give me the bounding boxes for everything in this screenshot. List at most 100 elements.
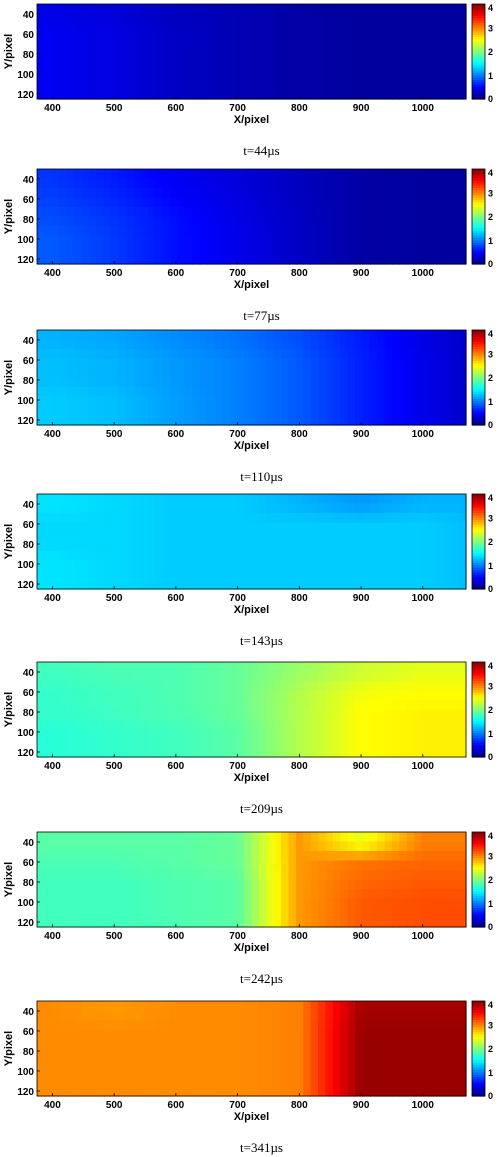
heatmap-cell [414,898,423,909]
heatmap-cell [96,841,105,852]
heatmap-cell [147,51,156,62]
heatmap-cell [443,898,452,909]
heatmap-cell [81,841,90,852]
heatmap-cell [59,671,68,682]
heatmap-cell [318,671,327,682]
colorbar-segment [472,1024,485,1028]
heatmap-cell [281,579,290,590]
heatmap-cell [73,560,82,571]
heatmap-cell [443,738,452,749]
colorbar-tick-label: 2 [488,875,493,885]
heatmap-cell [96,415,105,426]
x-tick-label: 600 [168,761,185,772]
heatmap-cell [273,245,282,256]
heatmap-cell [399,1039,408,1050]
heatmap-cell [37,690,45,701]
heatmap-cell [369,216,378,227]
heatmap-cell [347,1001,356,1012]
heatmap-cell [59,216,68,227]
heatmap-cell [96,570,105,581]
heatmap-cell [347,216,356,227]
heatmap-cell [125,23,134,34]
heatmap-cell [458,254,467,265]
heatmap-cell [51,70,60,81]
heatmap-cell [37,1039,45,1050]
heatmap-cell [244,709,253,720]
heatmap-cell [59,51,68,62]
heatmap-cell [199,879,208,890]
colorbar-segment [472,524,485,528]
heatmap-cell [81,1077,90,1088]
heatmap-cell [369,80,378,91]
heatmap-cell [192,1058,201,1069]
heatmap-cell [362,415,371,426]
heatmap-cell [281,662,290,673]
heatmap-cell [421,1020,430,1031]
heatmap-cell [162,541,171,552]
heatmap-cell [384,70,393,81]
heatmap-cell [288,494,297,505]
heatmap-cell [436,889,445,900]
heatmap-cell [110,898,119,909]
heatmap-cell [369,1048,378,1059]
heatmap-cell [340,747,349,758]
heatmap-cell [236,1010,245,1021]
heatmap-cell [118,226,127,237]
heatmap-cell [207,738,216,749]
heatmap-cell [421,870,430,881]
heatmap-cell [384,80,393,91]
heatmap-cell [288,368,297,379]
heatmap-cell [162,330,171,341]
colorbar-segment [472,745,485,749]
heatmap-cell [295,13,304,24]
heatmap-cell [429,1010,438,1021]
heatmap-cell [162,860,171,871]
heatmap-cell [325,719,334,730]
heatmap-cell [73,541,82,552]
heatmap-cell [110,61,119,72]
heatmap-cell [170,188,179,199]
heatmap-cell [162,690,171,701]
colorbar-segment [472,510,485,514]
panel-caption: t=110µs [240,469,283,484]
heatmap-cell [310,254,319,265]
heatmap-cell [288,898,297,909]
heatmap-cell [347,719,356,730]
heatmap-cell [303,178,312,189]
heatmap-cell [281,728,290,739]
heatmap-cell [318,23,327,34]
colorbar-segment [472,560,485,564]
colorbar-segment [472,1053,485,1057]
heatmap-cell [73,532,82,543]
heatmap-cell [251,70,260,81]
heatmap-cell [251,889,260,900]
heatmap-cell [325,1029,334,1040]
colorbar-segment [472,1067,485,1071]
heatmap-cell [199,13,208,24]
heatmap-cell [199,1010,208,1021]
heatmap-cell [51,700,60,711]
heatmap-cell [37,1048,45,1059]
heatmap-cell [392,169,401,180]
heatmap-cell [81,570,90,581]
heatmap-cell [318,42,327,53]
heatmap-cell [406,917,415,928]
colorbar-segment [472,84,485,88]
heatmap-cell [184,406,193,417]
heatmap-cell [81,254,90,265]
heatmap-cell [133,377,142,388]
heatmap-cell [125,532,134,543]
heatmap-cell [192,879,201,890]
heatmap-cell [443,169,452,180]
heatmap-cell [288,216,297,227]
x-tick-label: 1000 [412,593,435,604]
heatmap-cell [214,579,223,590]
colorbar-tick-label: 1 [488,561,493,571]
y-tick-label: 120 [17,918,34,929]
heatmap-cell [177,570,186,581]
colorbar-segment [472,872,485,876]
heatmap-cell [214,254,223,265]
heatmap-cell [221,700,230,711]
x-tick-label: 800 [291,1100,308,1111]
heatmap-cell [184,169,193,180]
